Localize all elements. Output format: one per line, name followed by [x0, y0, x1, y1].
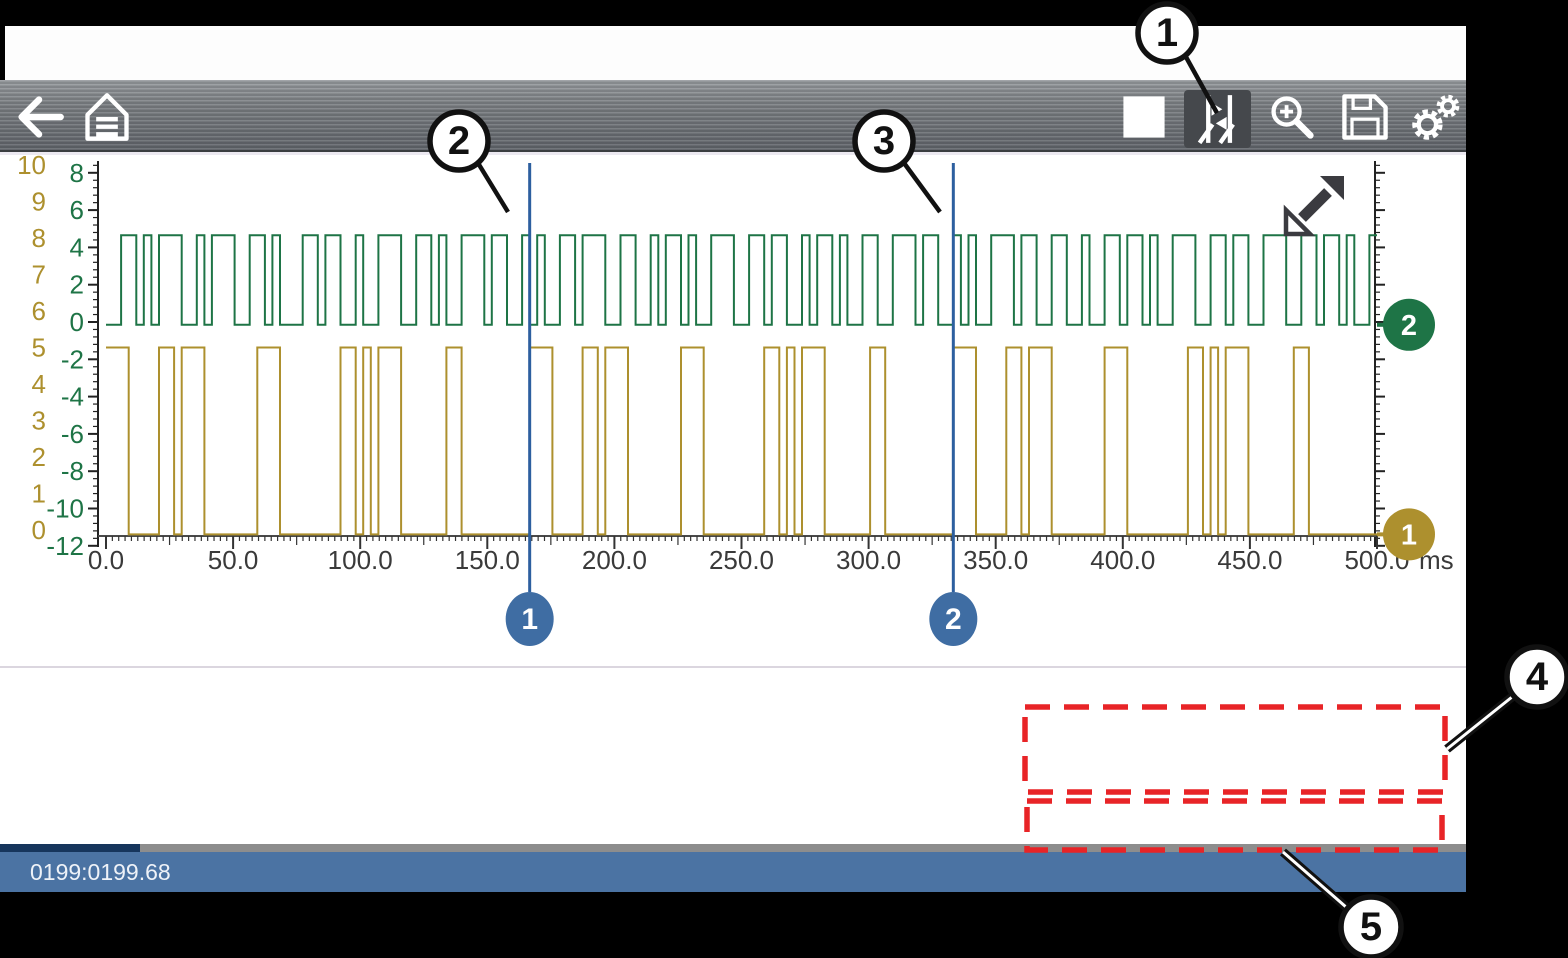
- svg-text:400.0: 400.0: [1090, 545, 1155, 575]
- svg-text:-12: -12: [46, 531, 84, 561]
- svg-text:0: 0: [70, 307, 84, 337]
- svg-text:2: 2: [70, 270, 84, 300]
- sweep-progress-bar: [0, 844, 1466, 852]
- zoom-button[interactable]: [1261, 86, 1323, 148]
- status-text: 0199:0199.68: [30, 859, 171, 885]
- svg-text:4: 4: [32, 369, 46, 399]
- svg-text:0.0: 0.0: [88, 545, 124, 575]
- svg-text:1: 1: [32, 479, 46, 509]
- svg-text:200.0: 200.0: [582, 545, 647, 575]
- svg-text:450.0: 450.0: [1217, 545, 1282, 575]
- svg-text:6: 6: [70, 195, 84, 225]
- svg-text:-4: -4: [61, 382, 84, 412]
- back-arrow-icon: [18, 96, 64, 138]
- callout-5-circle: [1338, 894, 1404, 958]
- svg-text:9: 9: [32, 187, 46, 217]
- zoom-magnifier-icon: [1271, 96, 1314, 139]
- svg-text:8: 8: [32, 223, 46, 253]
- svg-text:2: 2: [945, 603, 962, 636]
- sweep-progress-fill: [0, 844, 140, 852]
- status-bar: 0199:0199.68: [0, 852, 1466, 892]
- svg-text:2: 2: [32, 442, 46, 472]
- channel-2-badge[interactable]: [1383, 298, 1435, 351]
- channel-setup-table: Profile Probe Peak/Filter Invert Couplin…: [0, 666, 1466, 844]
- svg-text:-10: -10: [46, 494, 84, 524]
- channel-1-badge[interactable]: [1383, 508, 1435, 561]
- svg-text:-8: -8: [61, 456, 84, 486]
- svg-text:2: 2: [1401, 310, 1417, 342]
- svg-text:150.0: 150.0: [455, 545, 520, 575]
- svg-text:-6: -6: [61, 419, 84, 449]
- cursors-icon: [1197, 95, 1235, 145]
- svg-text:100.0: 100.0: [328, 545, 393, 575]
- back-button[interactable]: [8, 86, 70, 148]
- svg-text:7: 7: [32, 260, 46, 290]
- expand-icon[interactable]: [1280, 170, 1350, 240]
- settings-button[interactable]: [1404, 86, 1466, 148]
- svg-text:5: 5: [32, 333, 46, 363]
- stop-square-icon: [1123, 96, 1165, 138]
- svg-text:3: 3: [32, 406, 46, 436]
- svg-text:6: 6: [32, 296, 46, 326]
- svg-text:300.0: 300.0: [836, 545, 901, 575]
- callout-4-number: 4: [1526, 655, 1549, 699]
- cursors-button[interactable]: [1184, 90, 1251, 148]
- settings-gears-icon: [1412, 94, 1460, 140]
- callout-5-number: 5: [1360, 905, 1382, 949]
- svg-text:1: 1: [1401, 519, 1417, 551]
- title-strip: [5, 26, 1466, 80]
- callout-4-circle: [1504, 644, 1568, 710]
- home-button[interactable]: [76, 86, 138, 148]
- stop-button[interactable]: [1113, 86, 1175, 148]
- save-button[interactable]: [1334, 86, 1396, 148]
- home-garage-icon: [85, 93, 129, 141]
- cursor-2-handle[interactable]: [929, 592, 978, 646]
- svg-text:8: 8: [70, 158, 84, 188]
- svg-text:10: 10: [17, 155, 46, 180]
- svg-text:4: 4: [70, 232, 84, 262]
- save-floppy-icon: [1342, 94, 1388, 140]
- scope-plot-panel: 8 6 4 2 0 -2 -4 -6 -8 -10 -12 10 9 8 7 6 5 4 3 2 1 0 0.0 50.0 10…: [0, 150, 1466, 666]
- svg-text:-2: -2: [61, 344, 84, 374]
- cursor-1-handle[interactable]: [505, 592, 554, 646]
- svg-text:0: 0: [32, 515, 46, 545]
- svg-text:350.0: 350.0: [963, 545, 1028, 575]
- svg-text:1: 1: [521, 603, 538, 636]
- svg-text:50.0: 50.0: [208, 545, 259, 575]
- svg-text:250.0: 250.0: [709, 545, 774, 575]
